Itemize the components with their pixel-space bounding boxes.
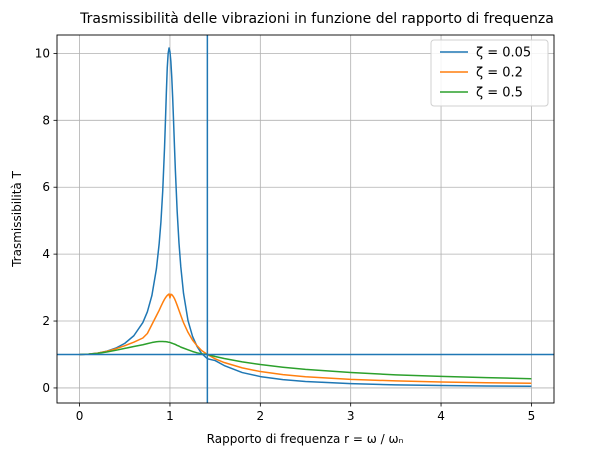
x-tick-label: 1 bbox=[166, 409, 174, 423]
y-tick-label: 0 bbox=[42, 381, 50, 395]
y-tick-label: 2 bbox=[42, 314, 50, 328]
legend: ζ = 0.05 ζ = 0.2 ζ = 0.5 bbox=[430, 39, 549, 107]
reference-lines bbox=[57, 35, 554, 403]
y-tick-label: 4 bbox=[42, 247, 50, 261]
series-line-1 bbox=[79, 293, 532, 385]
y-tick-label: 6 bbox=[42, 180, 50, 194]
x-tick-label: 0 bbox=[76, 409, 84, 423]
legend-label-1: ζ = 0.2 bbox=[476, 66, 523, 81]
legend-label-0: ζ = 0.05 bbox=[476, 46, 531, 61]
legend-label-2: ζ = 0.5 bbox=[476, 86, 523, 101]
series-line-2 bbox=[79, 340, 532, 380]
x-tick-label: 3 bbox=[347, 409, 355, 423]
y-tick-label: 8 bbox=[42, 113, 50, 127]
series-line-0 bbox=[79, 47, 532, 388]
x-tick-label: 5 bbox=[528, 409, 536, 423]
y-tick-label: 10 bbox=[35, 46, 50, 60]
y-axis-label: Trasmissibilità T bbox=[10, 170, 24, 267]
plot-frame bbox=[56, 34, 555, 404]
chart-title: Trasmissibilità delle vibrazioni in funz… bbox=[79, 11, 554, 27]
legend-box bbox=[430, 39, 549, 107]
x-axis-label: Rapporto di frequenza r = ω / ωₙ bbox=[207, 432, 404, 446]
x-axis-ticks: 0 1 2 3 4 5 bbox=[76, 403, 535, 423]
series-lines bbox=[79, 47, 532, 388]
x-tick-label: 4 bbox=[437, 409, 445, 423]
y-axis-ticks: 0 2 4 6 8 10 bbox=[35, 46, 57, 395]
x-tick-label: 2 bbox=[256, 409, 264, 423]
